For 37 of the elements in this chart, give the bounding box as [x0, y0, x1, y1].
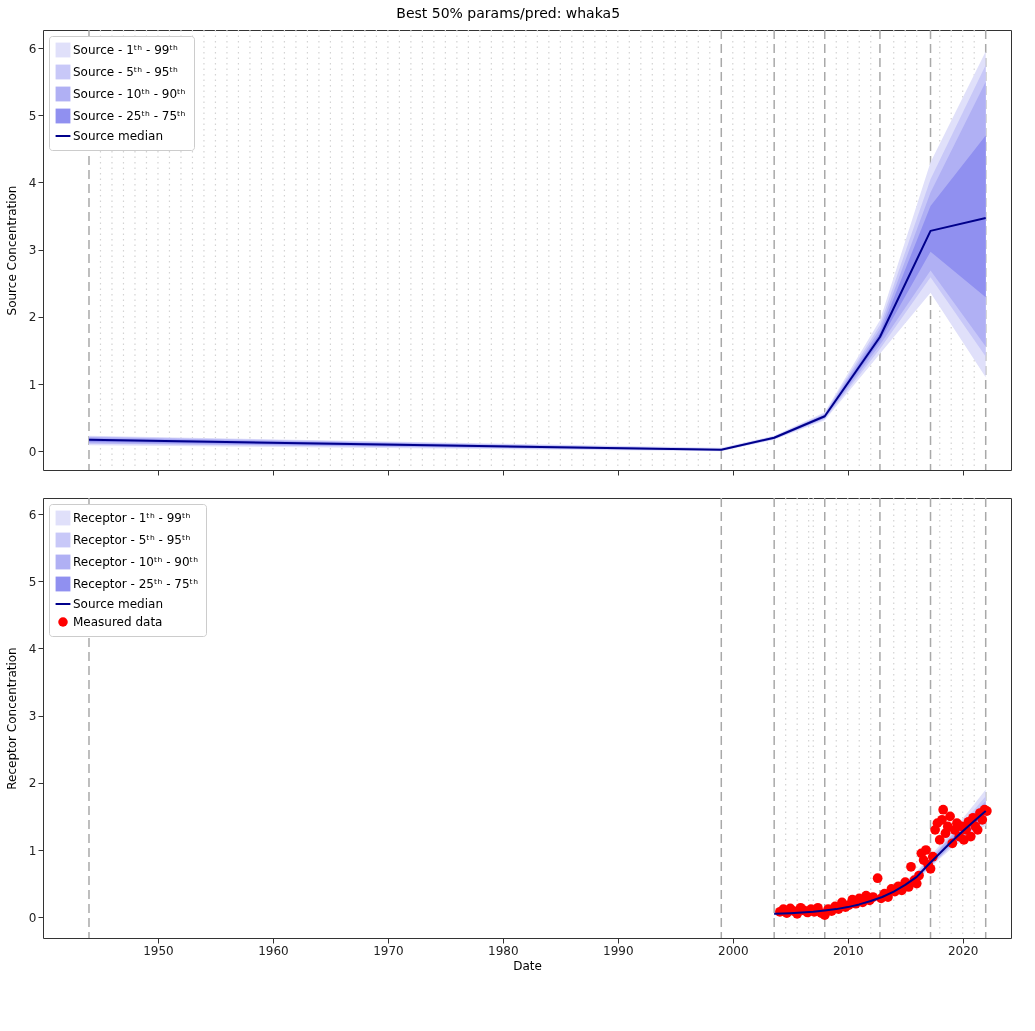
x-tick-label: 1950	[143, 943, 174, 958]
x-tick-label: 2010	[832, 943, 864, 958]
legend-label: Source - 1ᵗʰ - 99ᵗʰ	[73, 43, 178, 57]
y-tick-label: 3	[28, 243, 37, 258]
x-tick-label: 1980	[488, 943, 519, 958]
legend-label: Source - 5ᵗʰ - 95ᵗʰ	[73, 65, 178, 79]
y-tick-label: 5	[28, 574, 37, 589]
y-tick-label: 4	[28, 641, 37, 656]
legend-label: Source median	[73, 129, 164, 143]
x-tick-label: 2020	[947, 943, 979, 958]
chart-title: Best 50% params/pred: whaka5	[396, 4, 621, 21]
y-tick-label: 1	[28, 843, 37, 858]
x-tick-label: 1990	[603, 943, 634, 958]
y-tick-label: 6	[28, 507, 37, 522]
y-tick-label: 5	[28, 108, 37, 123]
y-tick-label: 0	[28, 910, 37, 925]
y-tick-label: 6	[28, 41, 37, 56]
y-axis-title: Source Concentration	[4, 185, 19, 316]
legend-label: Receptor - 25ᵗʰ - 75ᵗʰ	[73, 577, 199, 591]
y-tick-label: 3	[28, 709, 37, 724]
x-tick-label: 1970	[373, 943, 404, 958]
y-tick-label: 2	[28, 310, 37, 325]
y-tick-label: 4	[28, 175, 37, 190]
legend-label: Source - 25ᵗʰ - 75ᵗʰ	[73, 109, 186, 123]
legend-label: Source - 10ᵗʰ - 90ᵗʰ	[73, 87, 186, 101]
y-axis-title: Receptor Concentration	[4, 647, 19, 790]
legend-label: Receptor - 5ᵗʰ - 95ᵗʰ	[73, 533, 191, 547]
x-tick-label: 1960	[258, 943, 289, 958]
x-axis-title: Date	[513, 958, 542, 973]
y-tick-label: 0	[28, 444, 37, 459]
y-tick-label: 2	[28, 776, 37, 791]
legend-label: Measured data	[73, 615, 163, 629]
x-tick-label: 2000	[718, 943, 749, 958]
legend-label: Source median	[73, 597, 164, 611]
legend-label: Receptor - 10ᵗʰ - 90ᵗʰ	[73, 555, 199, 569]
legend-label: Receptor - 1ᵗʰ - 99ᵗʰ	[73, 511, 191, 525]
y-tick-label: 1	[28, 377, 37, 392]
